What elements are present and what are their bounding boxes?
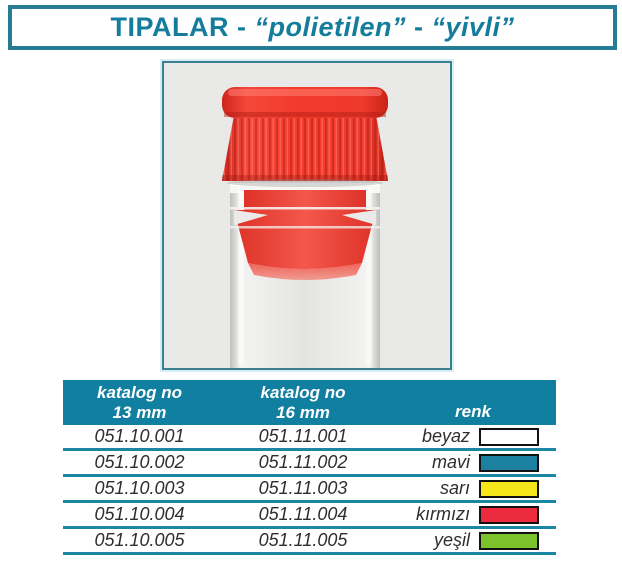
color-name: yeşil: [433, 530, 470, 550]
color-name: sarı: [439, 478, 470, 498]
color-cell: sarı: [390, 478, 556, 499]
catalog-16-value: 051.11.001: [258, 426, 348, 446]
color-swatch: [479, 453, 539, 472]
header-katalog-16mm: katalog no 16 mm: [216, 380, 390, 425]
catalog-16-value: 051.11.002: [258, 452, 348, 472]
table-row: 051.10.005 051.11.005 yeşil: [63, 529, 556, 555]
header-katalog-16mm-line2: 16 mm: [276, 402, 330, 422]
color-swatch: [479, 505, 539, 524]
catalog-13-value: 051.10.005: [94, 530, 185, 550]
color-cell: mavi: [390, 452, 556, 473]
catalog-13-value: 051.10.002: [94, 452, 185, 472]
table-header: katalog no 13 mm katalog no 16 mm renk: [63, 380, 556, 425]
table-row: 051.10.001 051.11.001 beyaz: [63, 425, 556, 451]
header-renk: renk: [455, 402, 491, 421]
page-title-type: “yivli”: [431, 12, 515, 42]
page-title-separator: -: [405, 12, 432, 42]
color-name: kırmızı: [416, 504, 470, 524]
color-swatch: [479, 479, 539, 498]
header-katalog-13mm-line1: katalog no: [96, 382, 182, 402]
color-name: beyaz: [421, 426, 470, 446]
color-cell: beyaz: [390, 426, 556, 447]
catalog-13-value: 051.10.004: [94, 504, 185, 524]
color-swatch: [479, 427, 539, 446]
catalog-16-value: 051.11.003: [258, 478, 348, 498]
color-cell: kırmızı: [390, 504, 556, 525]
stopper-plug: [230, 190, 380, 280]
page-title-material: “polietilen”: [254, 12, 406, 42]
catalog-16-value: 051.11.005: [258, 530, 348, 550]
product-photo-frame: [162, 61, 452, 370]
catalog-13-value: 051.10.003: [94, 478, 185, 498]
catalog-16-value: 051.11.004: [258, 504, 348, 524]
color-name: mavi: [431, 452, 470, 472]
product-photo: [164, 63, 450, 368]
header-katalog-16mm-line1: katalog no: [260, 382, 346, 402]
table-row: 051.10.004 051.11.004 kırmızı: [63, 503, 556, 529]
stopper-cap: [222, 87, 388, 187]
header-katalog-13mm-line2: 13 mm: [112, 402, 167, 422]
page-title-prefix: TIPALAR -: [110, 12, 255, 42]
color-cell: yeşil: [390, 530, 556, 551]
catalog-13-value: 051.10.001: [94, 426, 185, 446]
table-row: 051.10.003 051.11.003 sarı: [63, 477, 556, 503]
header-katalog-13mm: katalog no 13 mm: [63, 380, 216, 425]
title-banner: TIPALAR - “polietilen” - “yivli”: [8, 5, 617, 50]
catalog-table: katalog no 13 mm katalog no 16 mm renk 0…: [63, 380, 556, 555]
color-swatch: [479, 531, 539, 550]
table-row: 051.10.002 051.11.002 mavi: [63, 451, 556, 477]
